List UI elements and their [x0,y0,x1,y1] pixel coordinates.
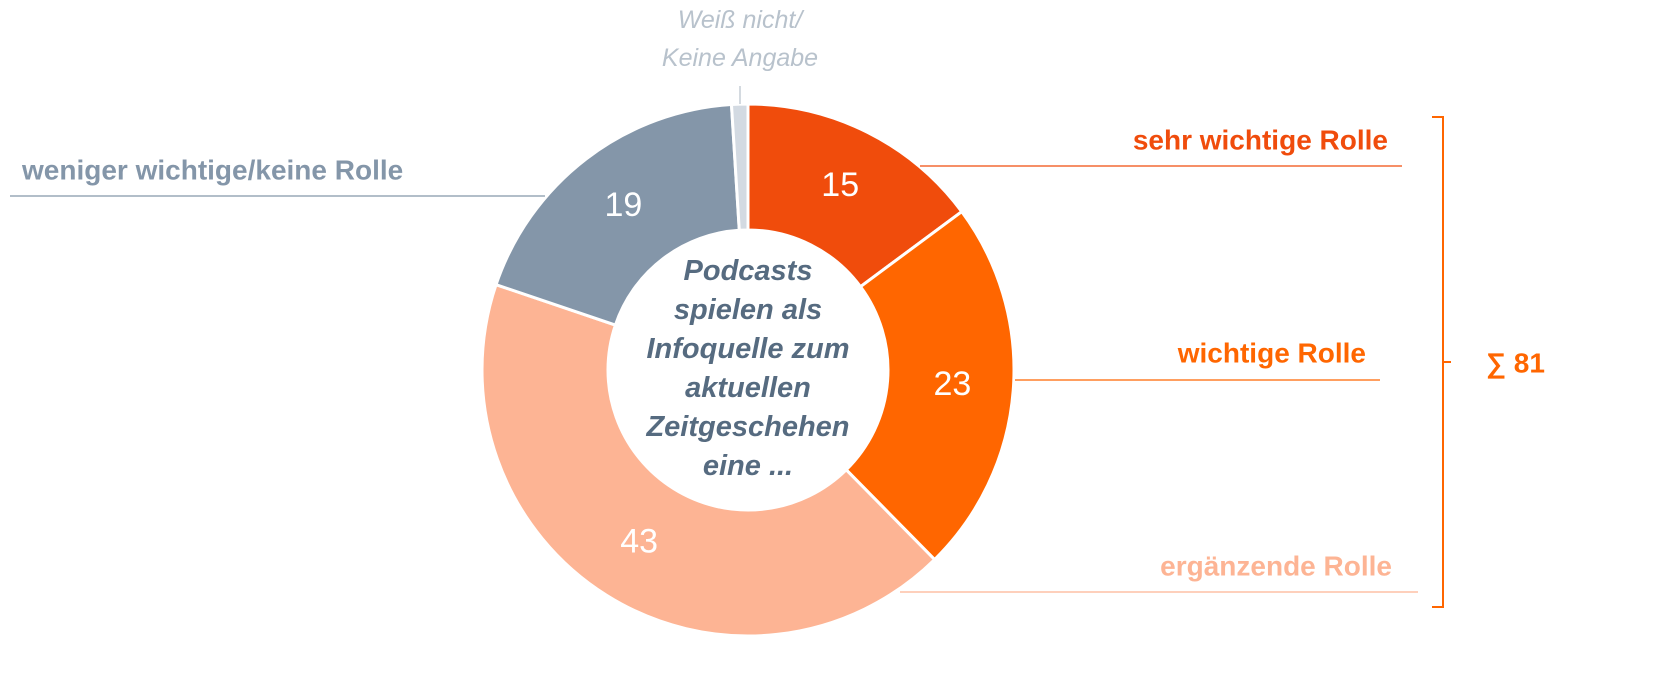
center-text: spielen als [674,294,822,326]
data-label: 43 [620,523,658,561]
category-label: wichtige Rolle [1177,337,1366,368]
center-text: Infoquelle zum [647,333,850,365]
donut-slice [480,282,937,638]
donut-slice [494,102,741,327]
data-label: 23 [933,365,971,403]
category-label: Weiß nicht/Keine Angabe [662,6,818,72]
donut-slice [729,102,750,232]
center-text: Podcasts [684,255,813,287]
donut-slice [746,102,964,289]
center-text: eine ... [703,450,793,482]
category-label: sehr wichtige Rolle [1133,124,1388,155]
center-text: aktuellen [685,372,811,404]
category-label: ergänzende Rolle [1160,550,1392,581]
center-text: Zeitgeschehen [645,411,849,443]
category-label: weniger wichtige/keine Rolle [21,154,403,185]
data-label: 15 [821,166,859,204]
donut-slice [844,209,1016,562]
data-label: 19 [605,186,643,224]
sum-annotation: ∑ 81 [1486,347,1545,379]
sum-bracket [1432,116,1451,608]
